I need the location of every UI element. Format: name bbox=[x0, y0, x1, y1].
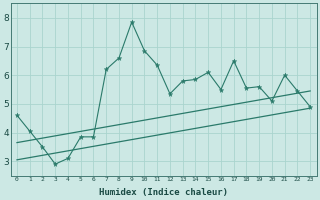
X-axis label: Humidex (Indice chaleur): Humidex (Indice chaleur) bbox=[99, 188, 228, 197]
